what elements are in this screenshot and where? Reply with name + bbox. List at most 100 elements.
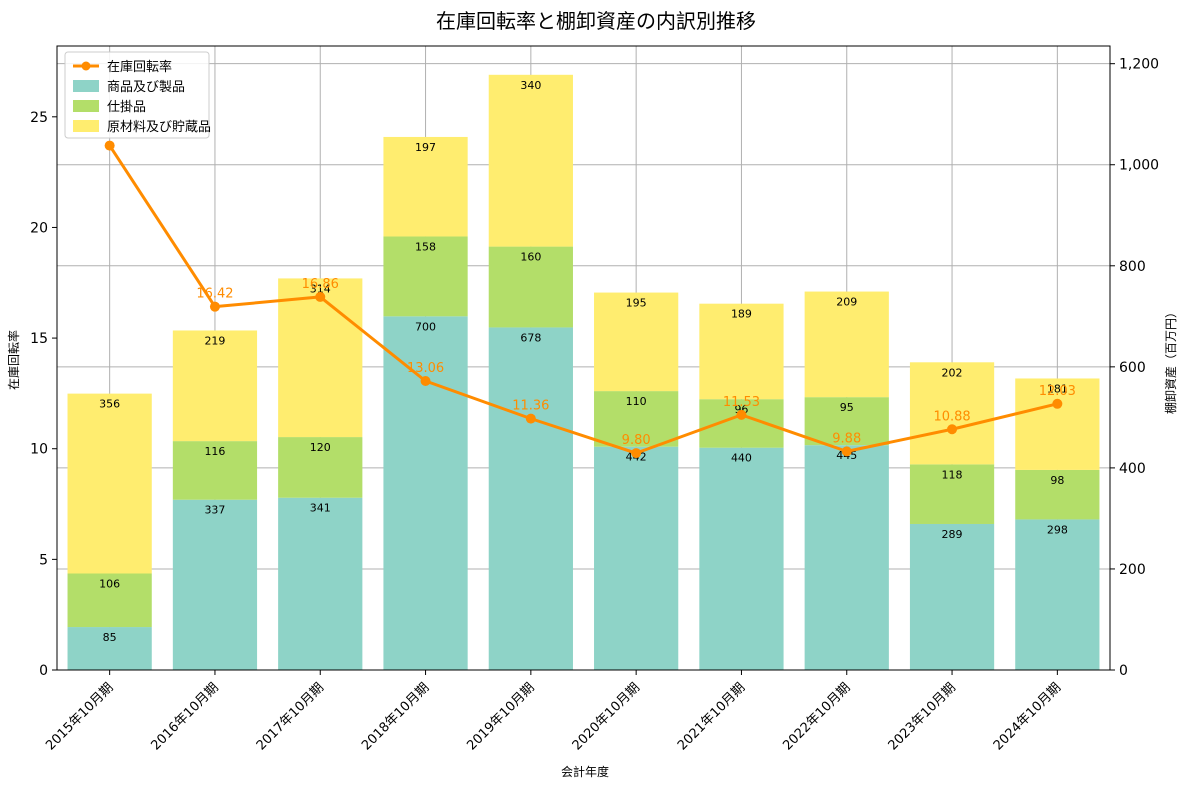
legend-box	[64, 51, 210, 139]
plot-frame	[56, 45, 1111, 671]
bar-value-label: 120	[310, 441, 331, 454]
bar-value-label: 678	[520, 331, 541, 344]
bar-segment	[278, 437, 363, 498]
bars	[67, 74, 1100, 670]
bar-value-label: 700	[415, 320, 436, 333]
bar-segment	[383, 236, 468, 317]
bar-value-label: 209	[836, 296, 857, 309]
bar-value-label: 340	[520, 79, 541, 92]
turnover-point	[841, 446, 852, 457]
turnover-point	[947, 424, 958, 435]
bar-segment	[909, 464, 995, 524]
turnover-value-label: 11.36	[512, 399, 549, 414]
bar-segment	[1015, 469, 1100, 520]
bar-value-label: 98	[1050, 474, 1064, 487]
x-axis-label: 会計年度	[561, 764, 609, 779]
bar-value-label: 356	[99, 398, 120, 411]
legend-swatch	[73, 100, 99, 112]
bar-segment	[909, 523, 995, 670]
bar-value-label: 106	[99, 577, 120, 590]
bar-value-label: 314	[310, 282, 331, 295]
turnover-value-label: 13.06	[407, 361, 444, 376]
turnover-value-label: 11.53	[723, 395, 760, 410]
y-tick-label-right: 1,000	[1119, 158, 1159, 174]
bar-value-label: 289	[942, 528, 963, 541]
bar-segment	[1015, 378, 1100, 470]
bar-value-label: 440	[731, 452, 752, 465]
bar-value-label: 116	[204, 445, 225, 458]
y-tick-label-left: 5	[39, 552, 48, 568]
bar-value-label: 202	[942, 366, 963, 379]
bar-segment	[488, 74, 573, 247]
turnover-value-label: 16.86	[302, 277, 339, 292]
bar-segment	[383, 316, 468, 670]
bar-segment	[488, 246, 573, 328]
bar-segment	[1015, 519, 1100, 670]
legend-label: 原材料及び貯蔵品	[107, 120, 211, 135]
bar-value-label: 95	[840, 401, 854, 414]
bar-segment	[172, 330, 258, 442]
y-tick-label-right: 400	[1119, 461, 1146, 477]
y-tick-label-right: 200	[1119, 562, 1146, 578]
bar-value-label: 189	[731, 308, 752, 321]
y-tick-label-right: 600	[1119, 360, 1146, 376]
turnover-point	[209, 301, 220, 312]
turnover-line	[108, 144, 1058, 455]
turnover-point	[525, 413, 536, 424]
turnover-point	[420, 376, 431, 387]
bar-value-label: 298	[1047, 523, 1068, 536]
bar-segment	[67, 627, 152, 670]
y-axis-label-left: 在庫回転率	[6, 330, 21, 390]
chart-title: 在庫回転率と棚卸資産の内訳別推移	[436, 9, 756, 33]
bar-segment	[172, 441, 258, 500]
legend-label: 商品及び製品	[107, 80, 185, 95]
turnover-value-label: 9.80	[622, 433, 651, 448]
bar-segment	[909, 362, 995, 465]
turnover-value-label: 9.88	[832, 431, 861, 446]
bar-value-label: 118	[942, 468, 963, 481]
bar-value-label: 197	[415, 141, 436, 154]
bar-value-label: 219	[204, 334, 225, 347]
turnover-value-label: 12.03	[1039, 384, 1076, 399]
turnover-value-label: 16.42	[196, 287, 233, 302]
legend-label: 在庫回転率	[107, 59, 172, 75]
y-tick-label-right: 1,200	[1119, 57, 1159, 73]
bar-value-label: 181	[1047, 382, 1068, 395]
y-tick-label-left: 0	[39, 663, 48, 679]
bar-segment	[594, 446, 679, 670]
bar-segment	[594, 292, 679, 392]
legend-swatch	[73, 80, 99, 92]
bar-segment	[699, 447, 784, 670]
turnover-point	[631, 448, 642, 459]
legend-swatch-marker	[81, 61, 91, 71]
bar-segment	[67, 573, 152, 628]
bar-segment	[488, 327, 573, 670]
y-tick-label-left: 10	[30, 442, 48, 458]
turnover-point	[736, 409, 747, 420]
bar-value-label: 110	[626, 395, 647, 408]
bar-segment	[278, 497, 363, 670]
y-tick-label-right: 800	[1119, 259, 1146, 275]
line-layer: 16.42 16.86 13.06 11.36 9.80 11.53 9.88 10.88 12…	[104, 140, 1076, 459]
turnover-value-label: 10.88	[933, 409, 970, 424]
y-axis-label-right: 棚卸資産（百万円）	[1163, 306, 1178, 414]
legend-label: 仕掛品	[107, 100, 146, 115]
y-tick-label-left: 25	[30, 110, 48, 126]
bar-segment	[804, 291, 889, 398]
bar-segment	[594, 391, 679, 447]
legend-swatch	[73, 120, 99, 132]
bar-value-label: 85	[103, 631, 117, 644]
bar-value-label: 337	[204, 504, 225, 517]
bar-segment	[67, 393, 152, 574]
bar-segment	[699, 303, 784, 400]
bar-segment	[804, 445, 889, 670]
bar-segment	[383, 136, 468, 237]
turnover-point	[315, 291, 326, 302]
y-tick-label-left: 20	[30, 220, 48, 236]
turnover-point	[104, 140, 115, 151]
bar-segment	[172, 499, 258, 670]
bar-segment	[278, 278, 363, 438]
bar-value-label: 160	[520, 251, 541, 264]
